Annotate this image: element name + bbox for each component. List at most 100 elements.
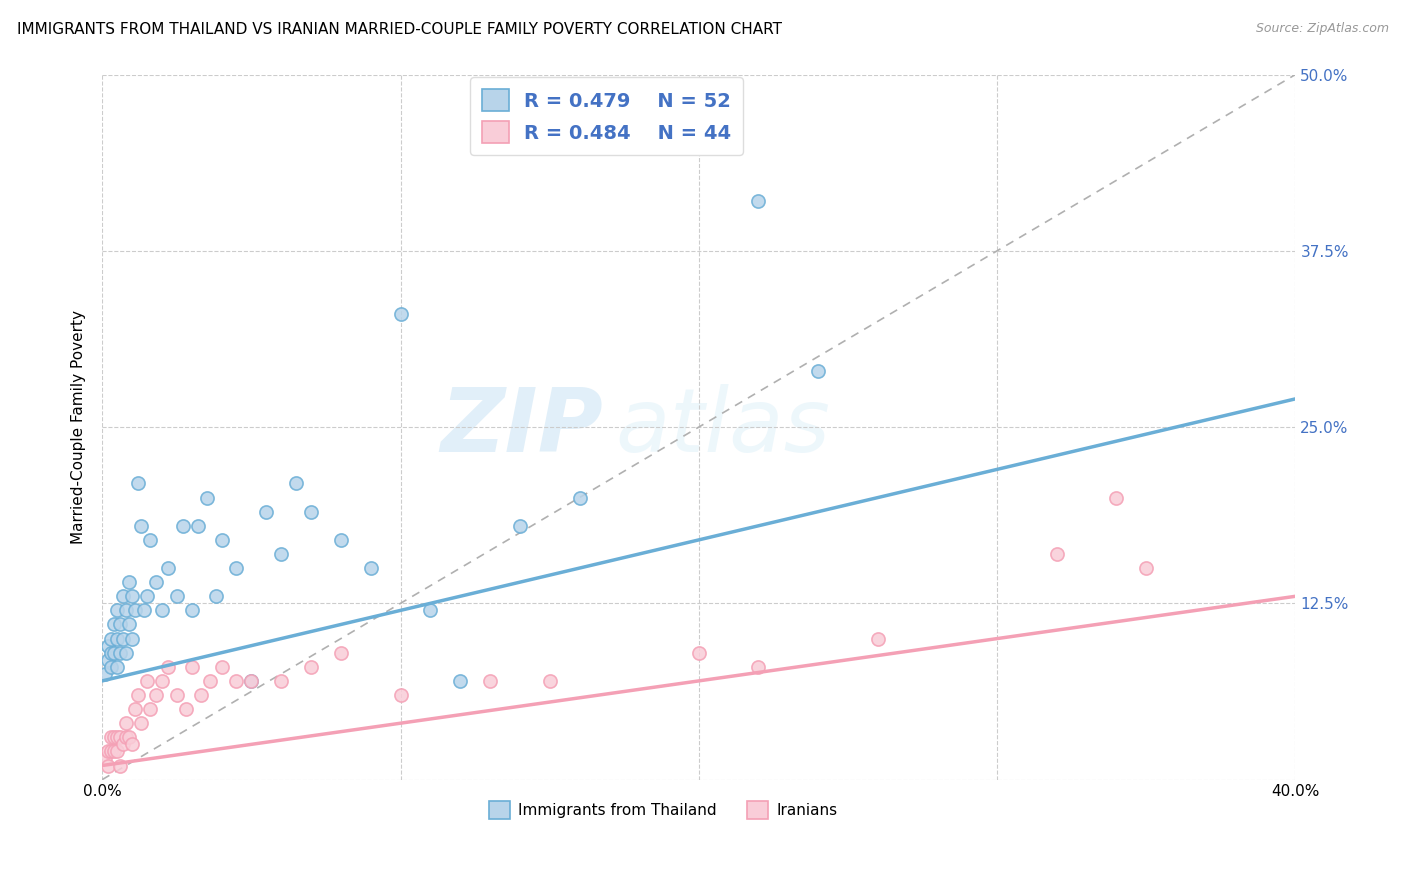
Point [103,731,125,745]
Point [97,758,120,772]
Point [112,632,135,646]
Text: atlas: atlas [616,384,830,470]
Point [136,589,159,603]
Point [100,632,122,646]
Text: IMMIGRANTS FROM THAILAND VS IRANIAN MARRIED-COUPLE FAMILY POVERTY CORRELATION CH: IMMIGRANTS FROM THAILAND VS IRANIAN MARR… [17,22,782,37]
Point [118,617,141,632]
Point [270,673,292,688]
Point [139,533,162,547]
Point [103,744,125,758]
Point [136,673,159,688]
Point [419,603,441,617]
Point [97,639,120,653]
Point [105,731,128,745]
Point [105,632,128,646]
Point [449,673,471,688]
Point [240,673,263,688]
Point [127,476,149,491]
Point [807,364,830,378]
Point [240,673,263,688]
Point [108,731,131,745]
Point [568,491,591,505]
Point [389,688,412,702]
Point [121,632,143,646]
Point [105,603,128,617]
Point [103,646,125,660]
Point [270,547,292,561]
Point [103,617,125,632]
Point [150,673,173,688]
Text: Source: ZipAtlas.com: Source: ZipAtlas.com [1256,22,1389,36]
Point [156,660,179,674]
Point [115,646,138,660]
Point [100,660,122,674]
Point [1105,491,1128,505]
Point [198,673,221,688]
Point [97,744,120,758]
Point [172,518,194,533]
Point [108,758,131,772]
Point [1135,561,1157,575]
Point [127,688,149,702]
Point [211,533,233,547]
Point [329,533,352,547]
Point [174,702,197,716]
Point [538,673,561,688]
Point [747,194,769,209]
Point [124,702,146,716]
Point [747,660,769,674]
Point [97,653,120,667]
Point [299,505,322,519]
Point [112,589,135,603]
Point [166,589,188,603]
Legend: Immigrants from Thailand, Iranians: Immigrants from Thailand, Iranians [482,795,844,825]
Point [121,589,143,603]
Point [105,744,128,758]
Point [187,518,209,533]
Point [688,646,710,660]
Point [94,751,117,765]
Point [139,702,162,716]
Point [145,575,167,590]
Point [100,646,122,660]
Point [121,737,143,751]
Point [108,646,131,660]
Point [150,603,173,617]
Point [360,561,382,575]
Point [190,688,212,702]
Point [285,476,308,491]
Text: ZIP: ZIP [440,384,603,471]
Point [115,731,138,745]
Point [115,716,138,731]
Point [225,673,247,688]
Point [132,603,155,617]
Point [145,688,167,702]
Point [299,660,322,674]
Point [195,491,218,505]
Point [100,731,122,745]
Point [254,505,277,519]
Point [156,561,179,575]
Point [118,731,141,745]
Point [180,660,202,674]
Point [105,660,128,674]
Point [225,561,247,575]
Point [180,603,202,617]
Point [866,632,889,646]
Point [509,518,531,533]
Point [94,666,117,681]
Point [166,688,188,702]
Point [124,603,146,617]
Y-axis label: Married-Couple Family Poverty: Married-Couple Family Poverty [72,310,86,544]
Point [1046,547,1069,561]
Point [329,646,352,660]
Point [479,673,502,688]
Point [100,744,122,758]
Point [389,307,412,321]
Point [204,589,226,603]
Point [211,660,233,674]
Point [129,518,152,533]
Point [118,575,141,590]
Point [108,617,131,632]
Point [112,737,135,751]
